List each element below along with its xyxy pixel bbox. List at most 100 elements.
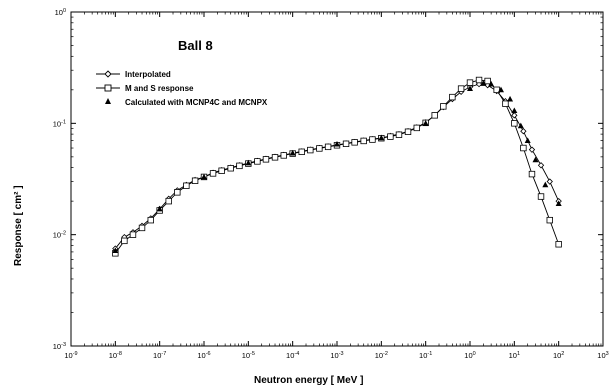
data-point-square: [262, 156, 270, 163]
series-calculated-with-mcnp4c-and-mcnpx: [112, 80, 562, 253]
data-point-triangle: [156, 205, 163, 212]
data-point-triangle: [555, 200, 562, 207]
data-point-square: [298, 148, 305, 156]
data-point-square: [183, 182, 190, 189]
data-point-square: [174, 189, 181, 196]
data-point-square: [484, 77, 491, 85]
data-point-square: [466, 79, 474, 86]
chart-title: Ball 8: [178, 38, 213, 53]
x-tick-label: 101: [509, 351, 520, 360]
data-point-square: [369, 136, 376, 143]
data-point-square: [520, 144, 527, 152]
data-point-square: [227, 165, 234, 172]
data-point-square: [147, 216, 154, 224]
data-point-square: [413, 124, 420, 132]
data-point-square: [502, 100, 509, 107]
data-point-square: [165, 197, 172, 205]
data-point-triangle: [542, 181, 549, 188]
data-point-square: [449, 93, 456, 101]
legend-marker-square: [104, 84, 112, 92]
legend-marker-triangle: [105, 98, 111, 104]
data-point-square: [316, 145, 323, 152]
data-point-triangle: [378, 134, 385, 141]
x-tick-label: 10-6: [197, 351, 210, 360]
y-tick-label: 10-2: [53, 231, 66, 240]
data-point-square: [138, 224, 146, 232]
data-point-square: [431, 112, 438, 119]
x-tick-label: 10-4: [286, 351, 299, 360]
legend-marker-diamond: [104, 70, 112, 78]
series-m-and-s-response: [112, 76, 562, 257]
data-point-square: [351, 139, 358, 146]
data-point-square: [457, 85, 465, 92]
data-point-triangle: [532, 156, 539, 163]
x-tick-label: 10-5: [242, 351, 255, 360]
legend-label-ms: M and S response: [125, 84, 194, 93]
data-point-triangle: [480, 80, 487, 86]
data-point-triangle: [245, 159, 252, 166]
data-point-triangle: [507, 95, 514, 102]
x-tick-label: 103: [597, 351, 608, 360]
data-point-triangle: [524, 137, 531, 143]
data-point-square: [236, 162, 243, 170]
x-axis-title: Neutron energy [ MeV ]: [254, 375, 363, 386]
data-point-square: [387, 133, 394, 140]
data-point-square: [404, 128, 412, 135]
data-point-square: [218, 167, 225, 174]
data-point-square: [254, 158, 261, 165]
data-point-square: [555, 241, 562, 248]
data-point-square: [537, 193, 545, 200]
y-tick-label: 10-3: [53, 342, 66, 351]
data-point-square: [121, 237, 128, 245]
x-tick-label: 10-9: [64, 351, 77, 360]
data-point-square: [360, 137, 367, 145]
data-point-square: [528, 170, 536, 178]
legend-label-mcnp: Calculated with MCNP4C and MCNPX: [125, 98, 268, 107]
data-point-square: [324, 143, 332, 151]
legend: Interpolated M and S response Calculated…: [96, 70, 268, 107]
data-point-square: [475, 76, 483, 84]
data-point-square: [342, 140, 350, 147]
data-point-triangle: [517, 122, 524, 129]
legend-label-interpolated: Interpolated: [125, 70, 171, 79]
x-tick-label: 102: [553, 351, 564, 360]
data-point-triangle: [201, 173, 207, 180]
x-tick-label: 10-3: [330, 351, 343, 360]
data-point-square: [209, 170, 217, 177]
data-point-square: [129, 231, 137, 238]
data-point-diamond: [546, 178, 553, 185]
data-point-square: [395, 131, 403, 138]
data-point-triangle: [422, 120, 429, 126]
y-tick-label: 10-1: [53, 119, 66, 128]
y-axis-title: Response [ cm² ]: [13, 185, 24, 266]
x-tick-label: 10-7: [153, 351, 166, 360]
x-tick-label: 10-2: [375, 351, 388, 360]
data-point-triangle: [497, 86, 504, 93]
data-point-square: [440, 103, 447, 110]
data-point-diamond: [511, 112, 518, 119]
data-point-triangle: [467, 85, 473, 92]
y-axis-ticks: 10-3 10-2 10-1 100: [53, 8, 603, 351]
data-point-square: [511, 120, 518, 127]
data-point-diamond: [537, 162, 545, 169]
data-point-diamond: [520, 128, 527, 135]
data-point-square: [280, 152, 287, 159]
data-point-triangle: [334, 140, 340, 147]
x-tick-label: 100: [464, 351, 475, 360]
data-point-square: [271, 154, 279, 161]
x-tick-label: 10-8: [109, 351, 122, 360]
data-point-triangle: [488, 80, 495, 87]
y-tick-label: 100: [55, 8, 66, 17]
data-point-square: [546, 216, 553, 224]
series-layer: [112, 76, 562, 257]
x-axis-ticks: 10-9 10-8 10-7 10-6 10-5 10-4 10-3 10-2 10-1 100 1…: [64, 12, 609, 360]
data-point-triangle: [112, 247, 119, 253]
data-point-diamond: [528, 146, 536, 153]
x-tick-label: 10-1: [419, 351, 432, 360]
data-point-square: [307, 146, 314, 154]
data-point-triangle: [289, 149, 296, 156]
data-point-triangle: [511, 107, 518, 114]
data-point-square: [191, 177, 199, 184]
